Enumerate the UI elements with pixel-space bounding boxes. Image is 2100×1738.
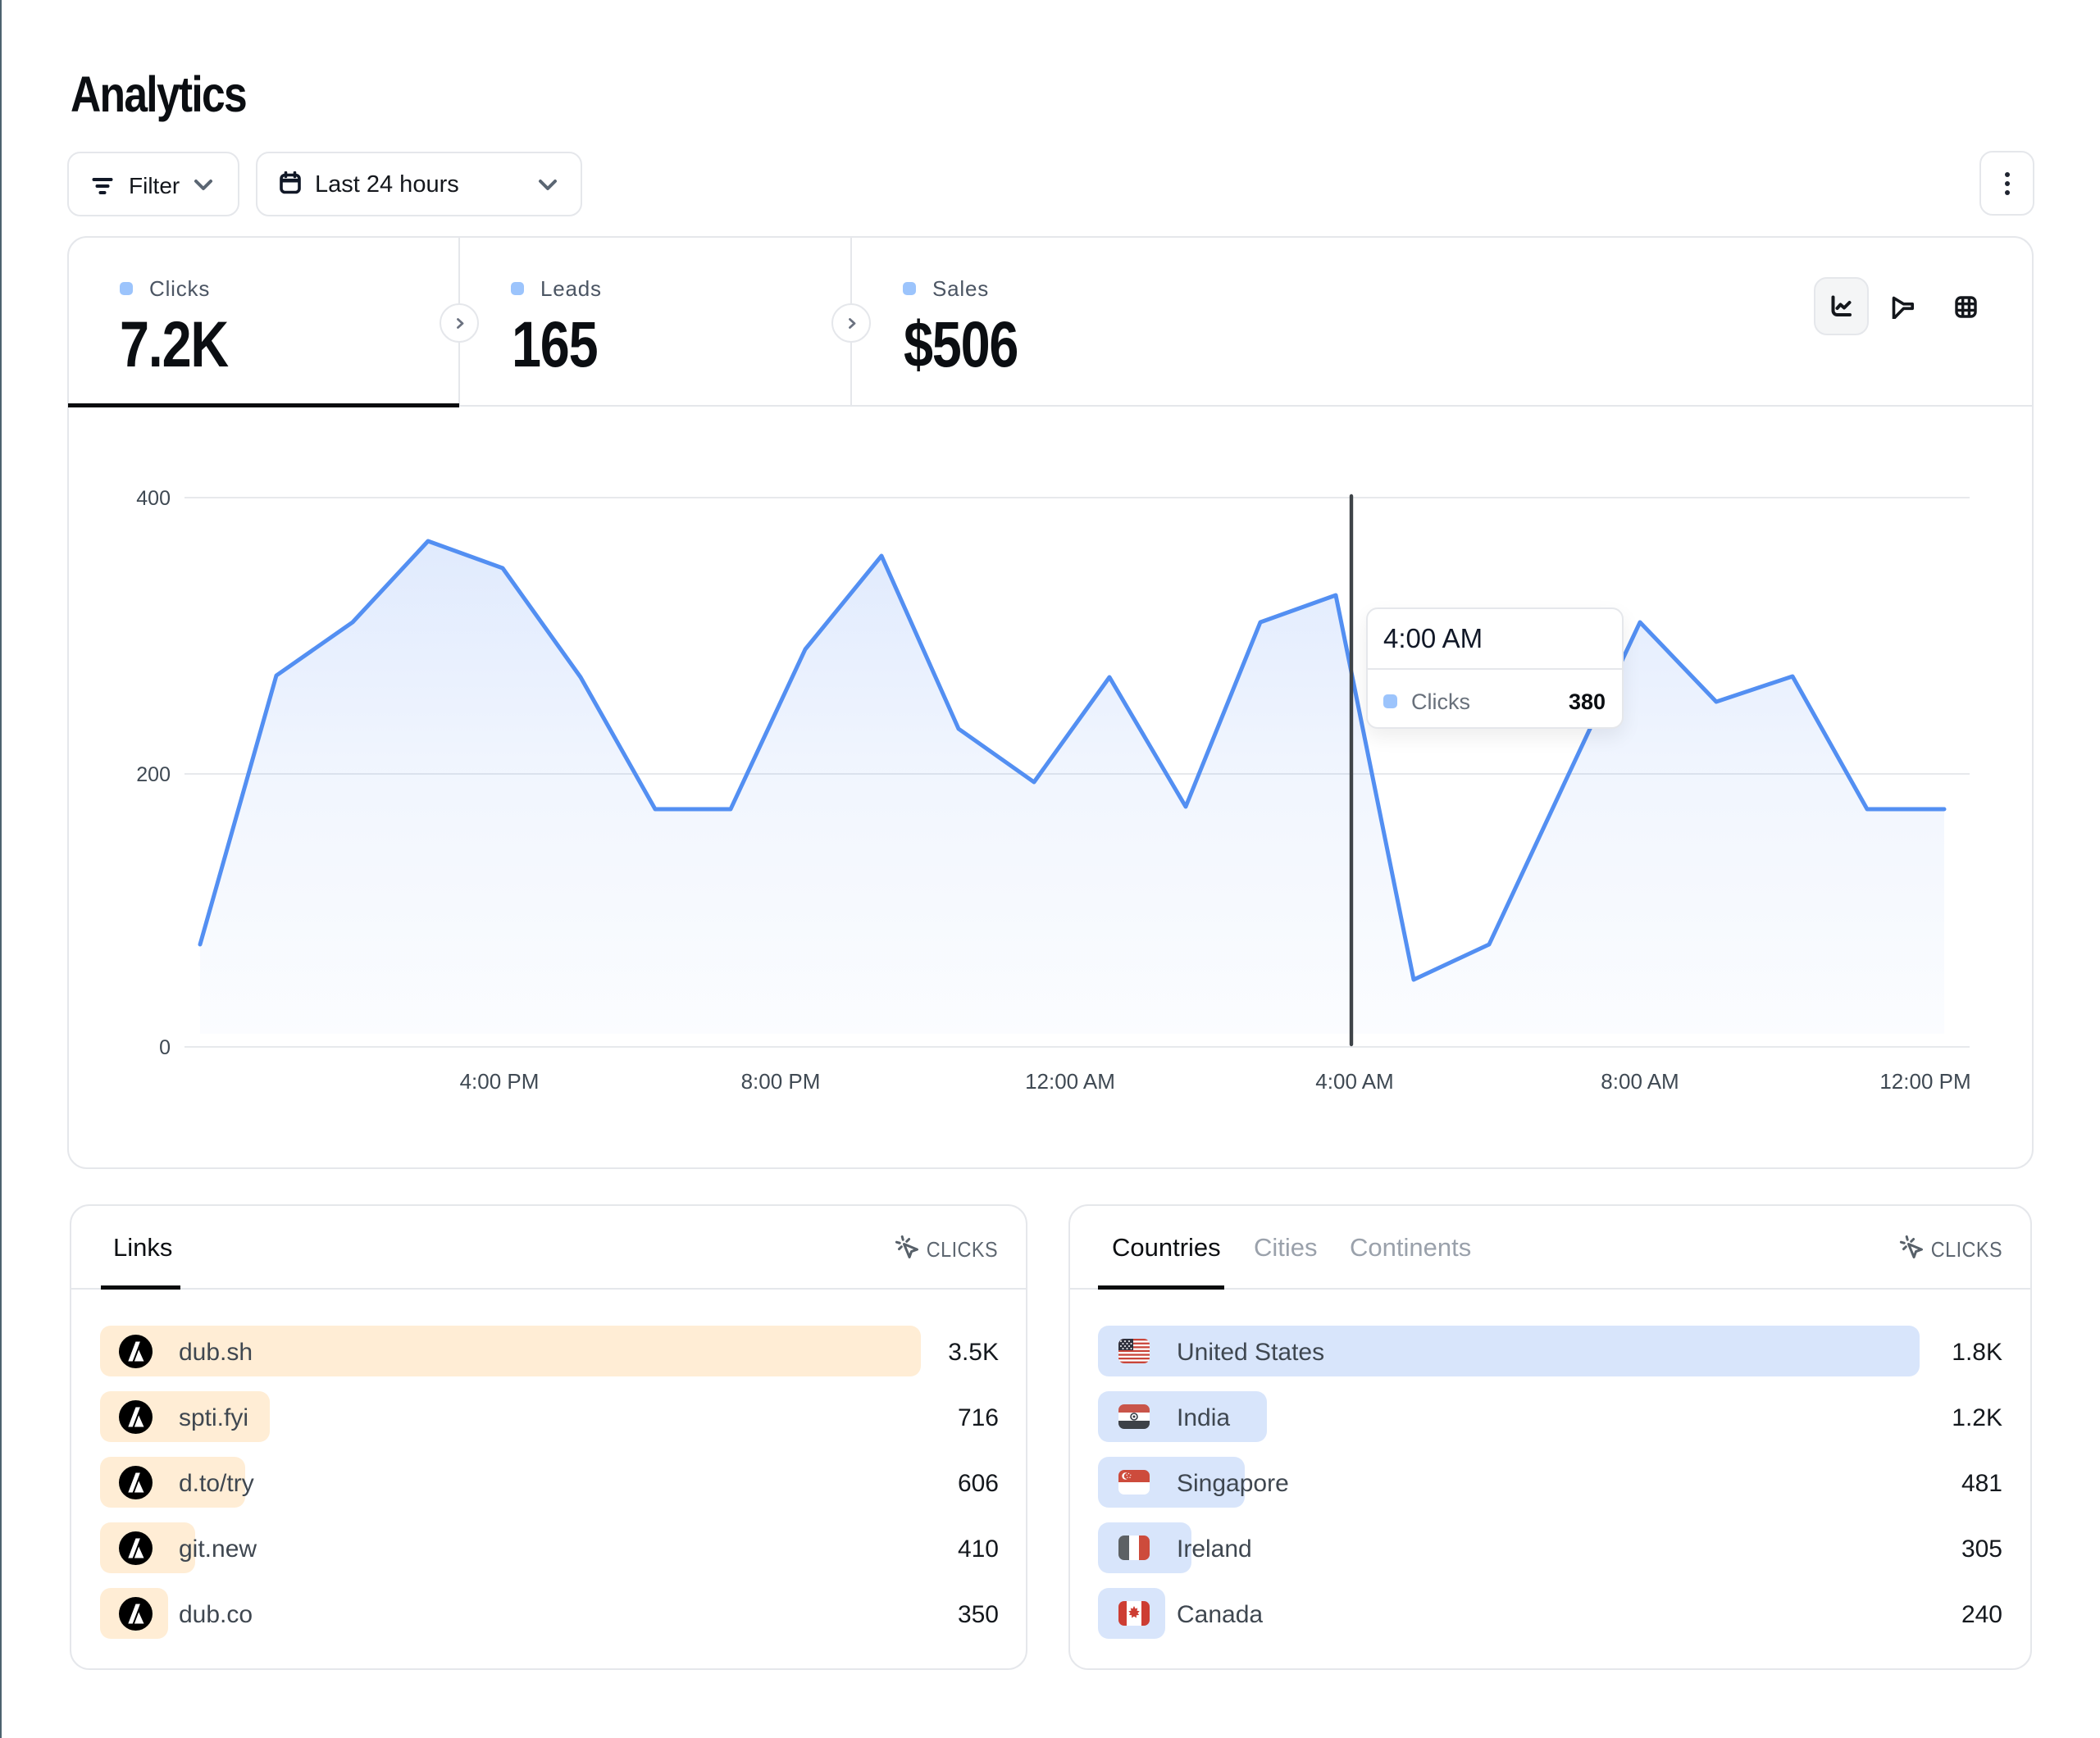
svg-text:8:00 AM: 8:00 AM xyxy=(1601,1069,1679,1094)
svg-text:200: 200 xyxy=(136,763,171,786)
svg-text:12:00 PM: 12:00 PM xyxy=(1879,1069,1970,1094)
svg-text:0: 0 xyxy=(159,1036,171,1059)
svg-text:8:00 PM: 8:00 PM xyxy=(741,1069,821,1094)
svg-text:4:00 AM: 4:00 AM xyxy=(1315,1069,1393,1094)
svg-text:4:00 PM: 4:00 PM xyxy=(460,1069,540,1094)
svg-text:12:00 AM: 12:00 AM xyxy=(1025,1069,1115,1094)
svg-text:400: 400 xyxy=(136,487,171,510)
